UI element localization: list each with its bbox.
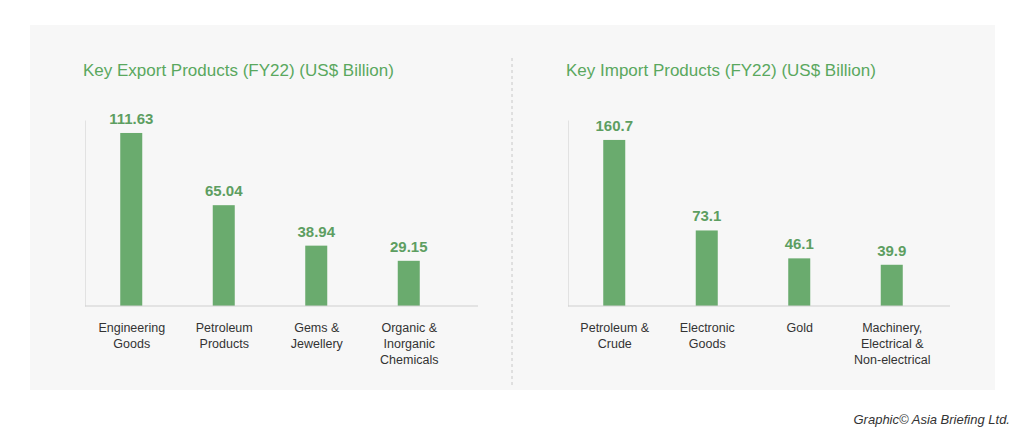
x-tick-label: Petroleum & Crude xyxy=(580,321,649,351)
x-tick-label: Gold xyxy=(787,321,813,335)
x-tick: Engineering Goods xyxy=(98,321,165,351)
bar xyxy=(213,205,235,306)
data-label: 73.1 xyxy=(692,207,721,224)
credit: Graphic© Asia Briefing Ltd. xyxy=(853,412,1010,427)
x-tick-label-line: Petroleum xyxy=(196,321,253,335)
x-tick: Petroleum Products xyxy=(196,321,253,351)
x-tick-label: Petroleum Products xyxy=(196,321,253,351)
y-axis xyxy=(85,121,86,307)
background-panel xyxy=(30,25,995,390)
data-labels: 111.63 65.04 38.94 29.15 xyxy=(109,110,427,255)
bar xyxy=(398,261,420,306)
x-tick-label: Gems & Jewellery xyxy=(291,321,344,351)
x-tick-label-line: Crude xyxy=(598,337,632,351)
data-label: 38.94 xyxy=(297,223,335,240)
x-tick-label-line: Electronic xyxy=(680,321,735,335)
x-tick-label: Machinery, Electrical & Non-electrical xyxy=(854,321,930,367)
y-axis-line xyxy=(568,121,569,307)
x-tick-label-line: Products xyxy=(200,337,249,351)
x-tick: Organic & Inorganic Chemicals xyxy=(380,321,438,367)
y-axis-line xyxy=(85,121,86,307)
chart-title: Key Import Products (FY22) (US$ Billion) xyxy=(566,61,876,80)
x-tick-label-line: Gems & xyxy=(294,321,340,335)
bar xyxy=(696,230,718,306)
data-label: 111.63 xyxy=(109,110,153,127)
data-label: 39.9 xyxy=(877,242,906,259)
x-tick: Gold xyxy=(787,321,813,335)
x-tick-label-line: Organic & xyxy=(381,321,437,335)
y-axis xyxy=(568,121,569,307)
data-label: 65.04 xyxy=(205,182,243,199)
bar xyxy=(603,140,625,306)
chart-panel: Key Import Products (FY22) (US$ Billion)… xyxy=(566,61,950,367)
x-axis-line xyxy=(85,306,478,307)
x-tick-label-line: Inorganic xyxy=(384,337,435,351)
x-tick: Petroleum & Crude xyxy=(580,321,649,351)
data-label: 46.1 xyxy=(785,235,814,252)
bars xyxy=(120,133,420,306)
x-tick-label-line: Electrical & xyxy=(861,337,924,351)
x-axis: Petroleum & Crude Electronic Goods Gold Machi… xyxy=(568,306,950,367)
divider xyxy=(512,58,513,385)
x-tick-label: Engineering Goods xyxy=(98,321,165,351)
x-tick-label-line: Gold xyxy=(787,321,813,335)
data-labels: 160.7 73.1 46.1 39.9 xyxy=(595,117,906,259)
x-tick-label-line: Goods xyxy=(113,337,150,351)
x-tick: Machinery, Electrical & Non-electrical xyxy=(854,321,930,367)
bar xyxy=(120,133,142,306)
bar xyxy=(305,246,327,306)
chart-root: Key Export Products (FY22) (US$ Billion)… xyxy=(0,0,1024,445)
x-tick: Electronic Goods xyxy=(680,321,735,351)
x-tick-label-line: Chemicals xyxy=(380,353,438,367)
x-tick-label-line: Non-electrical xyxy=(854,353,930,367)
bar xyxy=(881,265,903,306)
x-tick-label-line: Machinery, xyxy=(862,321,922,335)
x-tick-label: Electronic Goods xyxy=(680,321,735,351)
bar xyxy=(788,258,810,306)
chart-panel: Key Export Products (FY22) (US$ Billion)… xyxy=(83,61,478,367)
x-tick: Gems & Jewellery xyxy=(291,321,344,351)
x-tick-label-line: Jewellery xyxy=(291,337,344,351)
data-label: 29.15 xyxy=(390,238,428,255)
bars xyxy=(603,140,903,306)
x-tick-label-line: Goods xyxy=(689,337,726,351)
x-axis-line xyxy=(568,306,950,307)
data-label: 160.7 xyxy=(595,117,633,134)
x-tick-label-line: Engineering xyxy=(98,321,165,335)
x-axis: Engineering Goods Petroleum Products Gems & J… xyxy=(85,306,478,367)
chart-title: Key Export Products (FY22) (US$ Billion) xyxy=(83,61,394,80)
x-tick-label-line: Petroleum & xyxy=(580,321,649,335)
x-tick-label: Organic & Inorganic Chemicals xyxy=(380,321,438,367)
